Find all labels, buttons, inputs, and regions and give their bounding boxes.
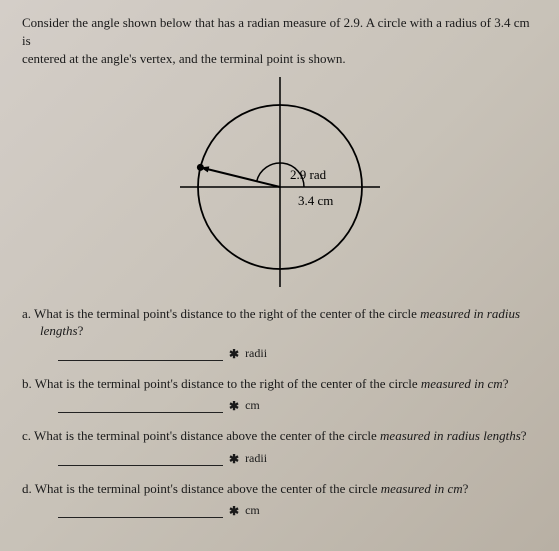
q-b-suffix: ? — [503, 376, 509, 391]
svg-text:2.9 rad: 2.9 rad — [290, 167, 327, 182]
blank-c[interactable] — [58, 452, 223, 466]
unit-c: radii — [245, 451, 267, 466]
question-a: a. What is the terminal point's distance… — [22, 305, 537, 340]
answer-d: ✱ cm — [58, 503, 537, 518]
blank-a[interactable] — [58, 347, 223, 361]
blank-d[interactable] — [58, 504, 223, 518]
q-c-suffix: ? — [521, 428, 527, 443]
mark-c: ✱ — [229, 452, 239, 467]
intro-line1: Consider the angle shown below that has … — [22, 15, 530, 48]
unit-a: radii — [245, 346, 267, 361]
mark-a: ✱ — [229, 347, 239, 362]
answer-b: ✱ cm — [58, 398, 537, 413]
q-b-prefix: b. — [22, 376, 35, 391]
q-b-ital: measured in cm — [421, 376, 503, 391]
unit-d: cm — [245, 503, 260, 518]
diagram-container: 2.9 rad 3.4 cm — [22, 77, 537, 291]
question-d: d. What is the terminal point's distance… — [22, 480, 537, 498]
intro-text: Consider the angle shown below that has … — [22, 14, 537, 69]
q-d-suffix: ? — [463, 481, 469, 496]
svg-text:3.4 cm: 3.4 cm — [298, 193, 333, 208]
unit-b: cm — [245, 398, 260, 413]
mark-b: ✱ — [229, 399, 239, 414]
q-a-text: What is the terminal point's distance to… — [34, 306, 420, 321]
q-c-ital: measured in radius lengths — [380, 428, 521, 443]
intro-line2: centered at the angle's vertex, and the … — [22, 51, 346, 66]
blank-b[interactable] — [58, 399, 223, 413]
q-c-prefix: c. — [22, 428, 34, 443]
q-a-prefix: a. — [22, 306, 34, 321]
question-b: b. What is the terminal point's distance… — [22, 375, 537, 393]
question-c: c. What is the terminal point's distance… — [22, 427, 537, 445]
q-d-ital: measured in cm — [381, 481, 463, 496]
q-d-text: What is the terminal point's distance ab… — [35, 481, 381, 496]
mark-d: ✱ — [229, 504, 239, 519]
q-b-text: What is the terminal point's distance to… — [35, 376, 421, 391]
answer-a: ✱ radii — [58, 346, 537, 361]
q-d-prefix: d. — [22, 481, 35, 496]
q-a-suffix: ? — [78, 323, 84, 338]
answer-c: ✱ radii — [58, 451, 537, 466]
angle-circle-diagram: 2.9 rad 3.4 cm — [152, 77, 408, 287]
q-c-text: What is the terminal point's distance ab… — [34, 428, 380, 443]
